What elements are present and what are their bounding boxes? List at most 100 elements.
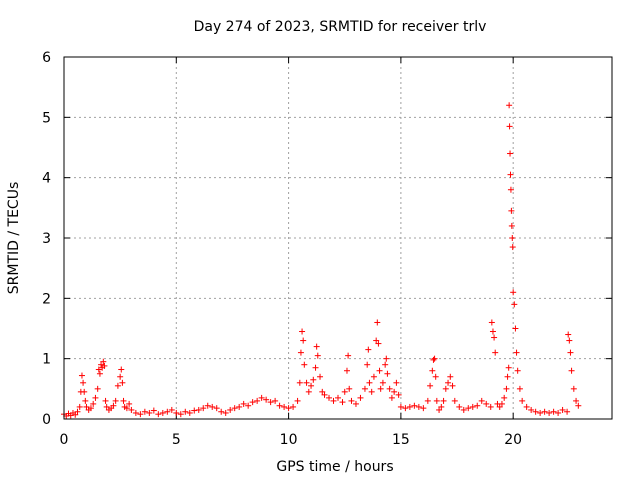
data-point (95, 366, 102, 373)
data-point (440, 397, 447, 404)
data-point (98, 361, 105, 368)
data-point (299, 328, 306, 335)
data-point (118, 366, 125, 373)
data-point (92, 394, 99, 401)
data-point (570, 385, 577, 392)
data-point (101, 362, 108, 369)
data-point (501, 394, 508, 401)
data-point (245, 402, 252, 409)
data-point (82, 397, 89, 404)
y-tick-label: 6 (42, 50, 51, 66)
data-point (94, 385, 101, 392)
data-point (102, 397, 109, 404)
data-point (330, 397, 337, 404)
data-point (83, 403, 90, 410)
data-point (96, 370, 103, 377)
data-point (100, 358, 107, 365)
data-point (317, 373, 324, 380)
data-point (383, 355, 390, 362)
y-tick-label: 1 (42, 352, 51, 368)
data-point (366, 379, 373, 386)
data-point (429, 367, 436, 374)
data-point (236, 403, 243, 410)
data-point (469, 403, 476, 410)
data-point (559, 406, 566, 413)
data-point (555, 409, 562, 416)
data-point (406, 403, 413, 410)
data-point (78, 372, 85, 379)
data-point (382, 361, 389, 368)
data-point (424, 397, 431, 404)
chart-title: Day 274 of 2023, SRMTID for receiver trl… (194, 19, 487, 35)
data-point (345, 352, 352, 359)
data-point (240, 400, 247, 407)
x-tick-label: 5 (172, 432, 181, 448)
data-point (117, 373, 124, 380)
data-point (391, 388, 398, 395)
y-tick-label: 5 (42, 110, 51, 126)
data-point (388, 394, 395, 401)
data-point (506, 123, 513, 130)
data-point (432, 373, 439, 380)
data-point (164, 408, 171, 415)
data-point (445, 379, 452, 386)
data-point (565, 331, 572, 338)
data-point (402, 405, 409, 412)
data-point (301, 361, 308, 368)
data-point (272, 397, 279, 404)
data-point (263, 396, 270, 403)
data-point (313, 343, 320, 350)
data-point (507, 186, 514, 193)
data-point (386, 385, 393, 392)
y-tick-label: 0 (42, 412, 51, 428)
data-point (376, 367, 383, 374)
data-point (186, 409, 193, 416)
data-point (361, 385, 368, 392)
data-point (132, 409, 139, 416)
data-point (128, 406, 135, 413)
data-point (564, 408, 571, 415)
data-point (513, 349, 520, 356)
data-point (442, 385, 449, 392)
x-tick-label: 10 (280, 432, 298, 448)
data-point (150, 407, 157, 414)
data-point (303, 379, 310, 386)
data-point (451, 397, 458, 404)
data-point (285, 405, 292, 412)
data-point (352, 400, 359, 407)
data-point (123, 405, 130, 412)
data-point (377, 385, 384, 392)
data-point (110, 402, 117, 409)
data-point (504, 373, 511, 380)
data-point (112, 397, 119, 404)
data-point (312, 364, 319, 371)
data-point (427, 382, 434, 389)
data-point (308, 382, 315, 389)
data-point (80, 379, 87, 386)
data-point (114, 382, 121, 389)
data-point (294, 397, 301, 404)
data-point (365, 346, 372, 353)
data-point (195, 406, 202, 413)
data-point (126, 400, 133, 407)
plot-frame (63, 56, 613, 420)
data-points (61, 102, 582, 419)
data-point (319, 388, 326, 395)
data-point (532, 408, 539, 415)
data-point (433, 397, 440, 404)
data-point (507, 150, 514, 157)
data-point (191, 407, 198, 414)
data-point (507, 171, 514, 178)
data-point (393, 379, 400, 386)
data-point (456, 403, 463, 410)
data-point (373, 337, 380, 344)
data-point (519, 397, 526, 404)
data-point (222, 409, 229, 416)
data-point (487, 403, 494, 410)
data-point (314, 352, 321, 359)
y-tick-label: 3 (42, 231, 51, 247)
data-point (339, 399, 346, 406)
data-point (506, 102, 513, 109)
data-point (474, 402, 481, 409)
data-point (173, 409, 180, 416)
